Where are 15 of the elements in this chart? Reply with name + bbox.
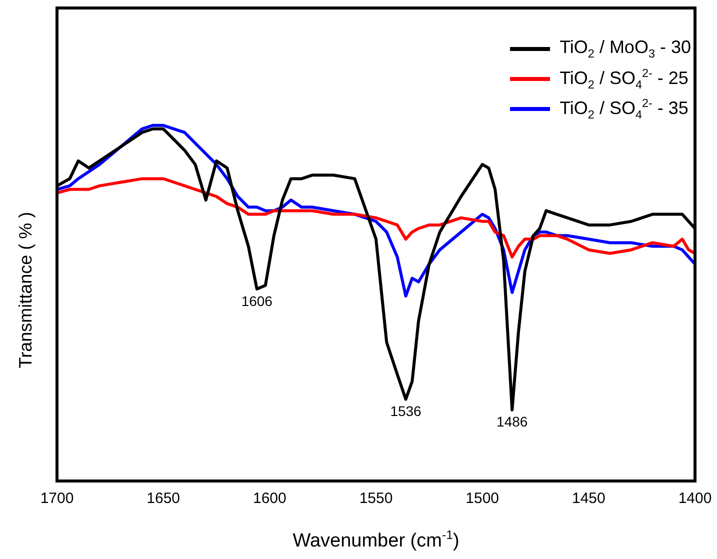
x-tick-label: 1400 bbox=[678, 490, 712, 508]
annotation: 1486 bbox=[496, 414, 528, 430]
x-tick-label: 1500 bbox=[466, 490, 500, 508]
x-tick-label: 1450 bbox=[572, 490, 606, 508]
x-tick-label: 1550 bbox=[359, 490, 393, 508]
legend-label: TiO$_{2}$ / SO$_{4}$$^{2-}$ - 25 bbox=[560, 66, 688, 92]
annotation: 1536 bbox=[390, 403, 422, 420]
y-axis-title: Transmittance ( % ) bbox=[16, 212, 36, 368]
legend-label: TiO$_{2}$ / MoO$_{3}$ - 30 bbox=[560, 37, 691, 61]
x-tick-label: 1700 bbox=[40, 490, 74, 508]
x-tick-label: 1600 bbox=[252, 490, 286, 508]
x-axis-title: Wavenumber (cm$^{-1}$) bbox=[292, 528, 460, 552]
legend-label: TiO$_{2}$ / SO$_{4}$$^{2-}$ - 35 bbox=[560, 96, 688, 122]
annotation: 1606 bbox=[241, 292, 273, 309]
x-tick-label: 1650 bbox=[146, 490, 180, 508]
